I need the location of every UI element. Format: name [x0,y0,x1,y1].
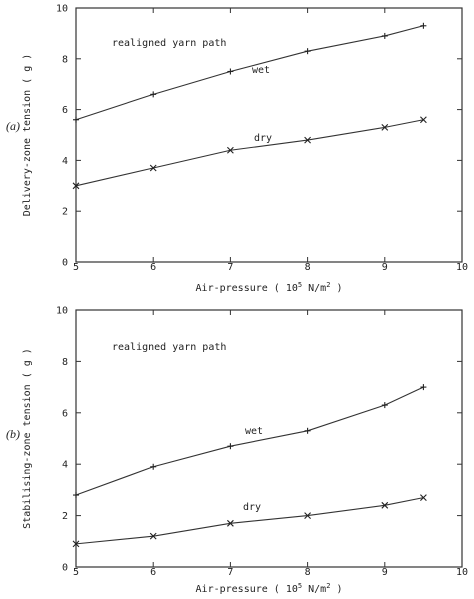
y-tick-label: 10 [56,4,68,15]
x-tick-label: 6 [150,262,156,273]
x-axis-label-xlabel-sup: 5 [298,281,302,289]
x-tick-label: 9 [382,262,388,273]
annotation-text: realigned yarn path [112,38,226,49]
series-label-wet: wet [245,426,263,437]
annotation-text: realigned yarn path [112,342,226,353]
data-point-dry-b [420,116,427,124]
x-axis-label-xlabel-sup: 5 [298,582,302,590]
data-point-dry-b [149,532,157,540]
y-axis-label: Delivery-zone tension ( g ) [22,54,33,217]
x-tick-label: 10 [456,262,468,273]
x-tick-label: 10 [456,567,468,578]
x-axis-label-xlabel-unit-sup: 2 [326,281,330,289]
series-label-dry: dry [254,133,272,144]
x-axis-label-xlabel-unit: N/m [302,283,326,294]
y-tick-label: 4 [62,460,68,471]
y-axis-label: Stabilising-zone tension ( g ) [22,348,33,529]
y-tick-label: 6 [62,408,68,419]
panel-label: (b) [6,427,20,441]
series-line-wet [75,25,424,121]
y-tick-label: 2 [62,207,68,218]
chart-panel-a: 5 6 7 8 9 10 0 2 4 6 8 10 Delivery-zone tension ( g … [6,4,468,295]
x-axis-label-xlabel-unit: N/m [302,584,326,595]
x-tick-label: 5 [73,567,79,578]
x-axis-label-xlabel-close: ) [330,584,342,595]
y-tick-label: 8 [62,54,68,65]
y-tick-label: 8 [62,357,68,368]
data-point-dry-b [72,182,80,190]
x-tick-label: 8 [305,262,311,273]
x-tick-label: 6 [150,567,156,578]
data-point-dry-b [227,519,234,527]
x-tick-label: 9 [382,567,388,578]
x-tick-label: 5 [73,262,79,273]
data-point-dry-b [304,512,311,519]
series-line-dry [75,119,424,187]
series-line-wet [75,386,424,496]
data-point-dry-b [149,164,157,172]
series-label-dry: dry [243,502,261,513]
series-line-dry [75,497,424,545]
plot-frame [75,7,463,263]
y-tick-label: 10 [56,306,68,317]
data-point-dry-b [420,494,427,501]
x-axis-label: Air-pressure ( 105 N/m2 ) [196,281,343,294]
data-point-dry-b [72,540,80,548]
x-axis-label-xlabel: Air-pressure ( 10 [196,584,298,595]
x-axis-label-xlabel-close: ) [330,283,342,294]
x-axis-label-xlabel: Air-pressure ( 10 [196,283,298,294]
data-point-dry-b [227,146,234,154]
y-tick-label: 6 [62,105,68,116]
x-axis-label: Air-pressure ( 105 N/m2 ) [196,582,343,595]
x-tick-label: 8 [305,567,311,578]
y-tick-label: 2 [62,511,68,522]
data-point-dry-b [381,501,389,509]
y-tick-label: 0 [62,258,68,269]
x-tick-label: 7 [227,567,233,578]
x-tick-label: 7 [227,262,233,273]
x-axis-label-xlabel-unit-sup: 2 [326,582,330,590]
plot-frame [75,309,463,568]
panel-label: (a) [6,119,20,133]
chart-panel-b: 5 6 7 8 9 10 0 2 4 6 8 10 Stabilising-zone tension (… [6,306,468,596]
series-label-wet: wet [252,65,270,76]
y-tick-label: 0 [62,563,68,574]
data-point-dry-b [304,136,311,144]
y-tick-label: 4 [62,156,68,167]
data-point-dry-b [381,123,389,131]
